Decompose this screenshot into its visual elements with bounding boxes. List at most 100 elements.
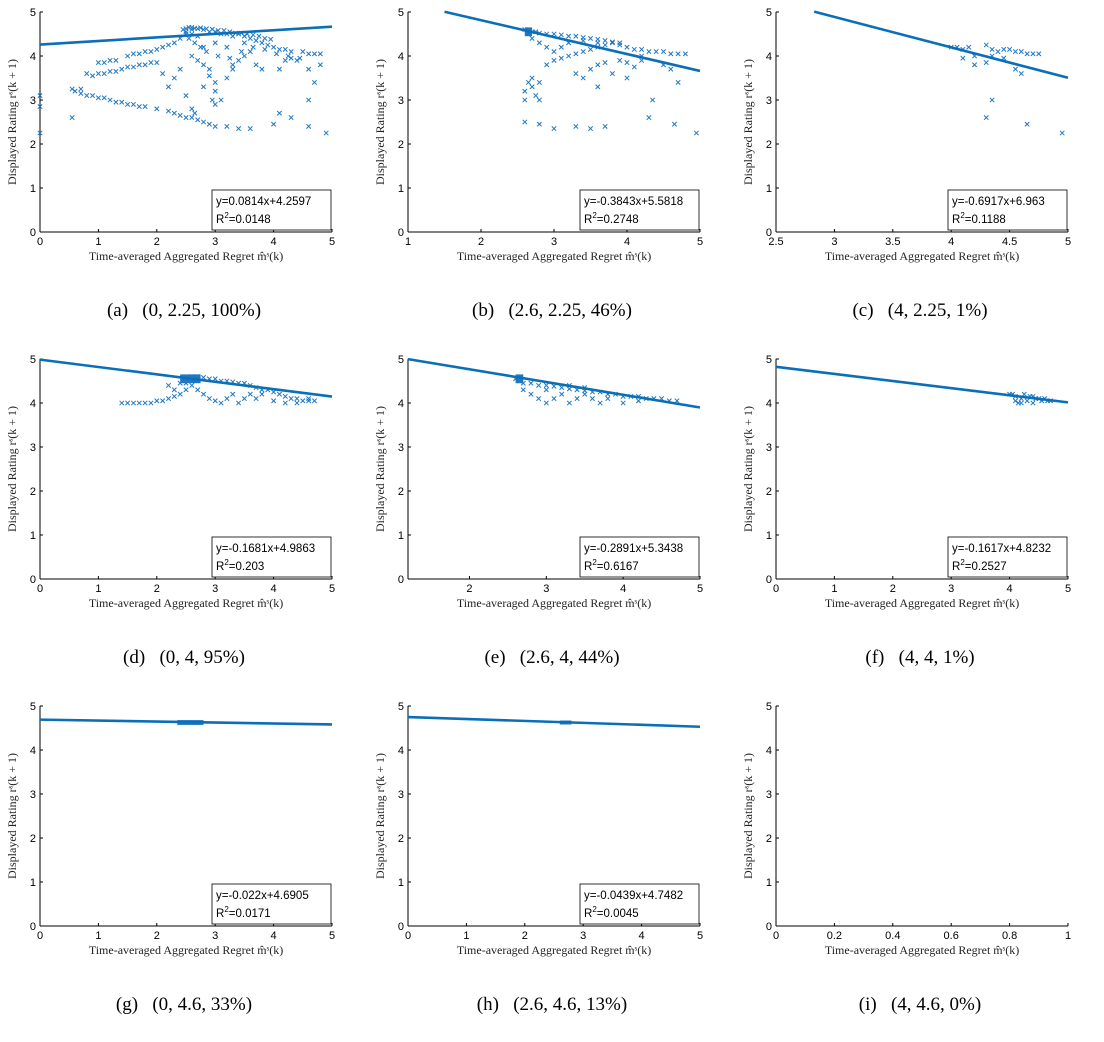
x-tick-label: 5: [697, 930, 703, 942]
data-point: [558, 32, 564, 38]
regression-line: [39, 718, 333, 726]
data-point: [543, 382, 549, 388]
data-point: [154, 46, 160, 52]
data-point: [595, 62, 601, 68]
y-tick-label: 3: [766, 789, 772, 801]
x-axis-label: Time-averaged Aggregated Regret m̂ˢ(k): [89, 596, 283, 610]
data-point: [113, 68, 119, 74]
x-tick-label: 0: [37, 236, 43, 248]
subfigure-caption: (b) (2.6, 2.25, 46%): [472, 300, 632, 321]
data-point: [624, 75, 630, 81]
data-point: [543, 400, 549, 406]
data-point: [198, 25, 204, 31]
data-point: [543, 387, 549, 393]
data-point: [198, 44, 204, 50]
data-point: [536, 396, 542, 402]
data-point: [183, 26, 189, 32]
x-tick-label: 0: [37, 583, 43, 595]
data-point: [306, 66, 312, 72]
data-point: [587, 35, 594, 41]
y-axis-label: Displayed Rating rˢ(k + 1): [741, 753, 755, 879]
data-point: [195, 57, 201, 63]
data-point: [580, 38, 586, 44]
data-point: [78, 90, 84, 96]
data-point: [203, 26, 209, 32]
regression-equation: y=-0.1617x+4.8232: [952, 543, 1051, 555]
data-point: [101, 60, 107, 66]
x-tick-label: 5: [329, 236, 335, 248]
data-point: [189, 115, 195, 121]
data-point: [693, 130, 699, 136]
y-tick-label: 1: [30, 530, 36, 542]
data-point: [203, 49, 209, 55]
data-point: [580, 75, 586, 81]
data-point: [107, 68, 113, 74]
y-tick-label: 3: [766, 95, 772, 107]
y-tick-label: 0: [398, 227, 404, 239]
regression-line: [39, 358, 333, 398]
y-axis-label: Displayed Rating rˢ(k + 1): [373, 406, 387, 532]
data-point: [271, 398, 277, 404]
y-tick-label: 2: [398, 486, 404, 498]
data-point: [72, 88, 78, 94]
data-point: [250, 32, 256, 38]
subfigure-caption: (f) (4, 4, 1%): [865, 647, 975, 668]
data-point: [528, 391, 534, 397]
data-point: [125, 53, 131, 59]
y-axis-label: Displayed Rating rˢ(k + 1): [5, 753, 19, 879]
data-point: [595, 84, 601, 90]
x-tick-label: 4: [620, 583, 626, 595]
x-tick-label: 3: [948, 583, 954, 595]
y-axis-label: Displayed Rating rˢ(k + 1): [741, 59, 755, 185]
data-point: [282, 46, 288, 52]
data-point: [646, 115, 652, 121]
data-point: [617, 42, 623, 48]
r-squared-label: R2=0.0171: [216, 905, 271, 920]
data-point: [605, 396, 611, 402]
data-point: [273, 51, 280, 57]
data-point: [218, 97, 224, 103]
data-point: [125, 101, 131, 107]
regression-equation: y=-0.022x+4.6905: [216, 890, 309, 902]
data-point: [200, 27, 207, 33]
data-point: [212, 398, 218, 404]
data-point: [206, 396, 212, 402]
data-point: [160, 44, 166, 50]
equation-box: [947, 536, 1068, 578]
data-point: [206, 73, 212, 79]
y-tick-label: 1: [398, 183, 404, 195]
data-point: [1030, 400, 1036, 406]
r-squared-label: R2=0.2748: [584, 211, 639, 226]
x-tick-label: 0.4: [885, 930, 900, 942]
y-tick-label: 1: [766, 530, 772, 542]
data-point: [212, 376, 218, 382]
equation-box: [211, 536, 332, 578]
data-point: [1018, 71, 1024, 77]
data-point: [522, 97, 528, 103]
data-point: [1012, 398, 1018, 404]
y-tick-label: 0: [30, 227, 36, 239]
y-tick-label: 4: [398, 51, 404, 63]
chart-svg: 0 1 2 3 4 5 0 1 2 3 4 5 Time-averaged Aggregated Reg…: [5, 354, 335, 610]
data-point: [125, 64, 131, 70]
data-point: [1030, 51, 1036, 57]
data-point: [587, 126, 594, 132]
data-point: [253, 62, 259, 68]
data-point: [558, 55, 564, 61]
data-point: [597, 400, 603, 406]
data-point: [101, 71, 107, 77]
chart-panel-5: 2 3 4 5 0 1 2 3 4 5 Time-averaged Aggregated Regre…: [368, 347, 736, 694]
y-tick-label: 1: [30, 877, 36, 889]
chart-svg: 0 1 2 3 4 5 0 1 2 3 4 5 Time-averaged Aggregated Reg…: [5, 701, 335, 957]
data-point: [224, 123, 230, 129]
data-point: [536, 97, 542, 103]
y-tick-label: 5: [30, 701, 36, 713]
data-point: [119, 66, 125, 72]
data-point: [84, 93, 90, 99]
data-point: [90, 93, 96, 99]
data-point: [1007, 46, 1013, 52]
data-point: [525, 79, 532, 85]
data-point: [212, 123, 218, 129]
data-point: [300, 398, 306, 404]
chart-panel-6: 0 1 2 3 4 5 0 1 2 3 4 5 Time-averaged Aggregated Reg…: [736, 347, 1104, 694]
